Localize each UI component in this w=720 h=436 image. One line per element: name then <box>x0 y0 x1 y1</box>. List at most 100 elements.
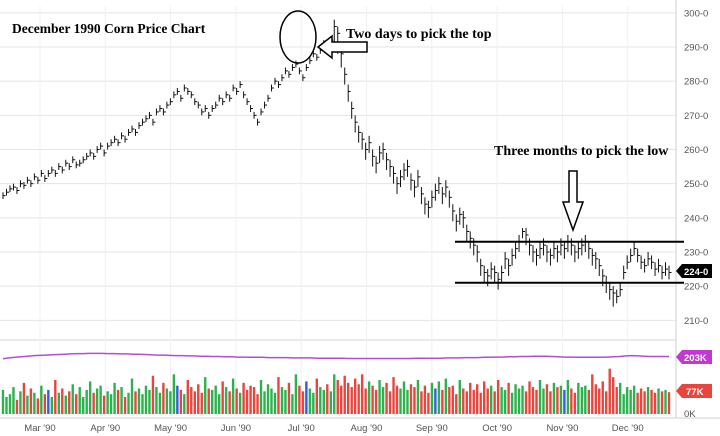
volume-bar <box>151 375 155 414</box>
date-tick-label: Apr '90 <box>90 423 120 434</box>
date-tick-label: Sep '90 <box>416 423 448 434</box>
volume-bar <box>357 384 360 414</box>
volume-bar <box>479 392 482 414</box>
volume-bar <box>68 391 71 414</box>
volume-bar <box>176 385 179 414</box>
volume-bar <box>8 394 12 414</box>
volume-bar <box>437 381 441 414</box>
volume-bar <box>305 381 308 414</box>
volume-bar <box>102 395 106 414</box>
date-tick-label: May '90 <box>154 423 187 434</box>
volume-bar <box>507 382 510 414</box>
volume-bar <box>298 385 301 414</box>
volume-bar <box>235 388 238 414</box>
price-tick-label: 290-0 <box>684 43 708 54</box>
volume-bar <box>179 389 183 414</box>
volume-bar <box>364 388 367 414</box>
svg-text:77K: 77K <box>686 387 704 398</box>
volume-bar <box>517 388 521 414</box>
volume-bar <box>75 394 78 414</box>
volume-bar <box>207 388 210 414</box>
volume-bar <box>92 392 95 414</box>
volume-bar <box>577 382 580 414</box>
volume-bar <box>61 388 64 414</box>
volume-bar <box>524 391 528 414</box>
volume-bar <box>503 389 507 414</box>
volume-bar <box>625 387 629 414</box>
volume-bar <box>5 397 8 414</box>
volume-moving-average-line <box>2 352 669 360</box>
chart-title: December 1990 Corn Price Chart <box>12 21 206 36</box>
volume-bar <box>193 391 196 414</box>
volume-bar <box>172 374 176 414</box>
volume-tick-label: 0K <box>684 409 696 420</box>
volume-bar <box>639 388 643 414</box>
volume-bar <box>43 394 47 414</box>
volume-bar <box>465 391 468 414</box>
volume-bar <box>1 389 5 414</box>
volume-bar <box>556 387 559 414</box>
volume-bar <box>632 385 636 414</box>
volume-bar <box>430 382 434 414</box>
volume-bar <box>591 374 594 414</box>
volume-bar <box>15 399 19 414</box>
volume-bar <box>50 397 54 414</box>
volume-bar <box>252 387 256 414</box>
price-tick-label: 240-0 <box>684 213 708 224</box>
volume-bar <box>402 381 406 414</box>
volume-bar <box>120 387 123 414</box>
top-arrow-icon <box>316 34 368 60</box>
volume-bar <box>190 387 193 414</box>
volume-bar <box>444 378 448 414</box>
volume-bar <box>88 381 92 414</box>
volume-bar <box>204 377 207 414</box>
volume-bar <box>580 387 584 414</box>
volume-bar <box>155 387 158 414</box>
volume-bar <box>605 391 608 414</box>
date-tick-label: Dec '90 <box>612 423 644 434</box>
volume-bar <box>291 394 294 414</box>
support-resistance-lines <box>455 240 684 284</box>
volume-axis-ticks: 0K <box>684 409 696 420</box>
volume-bar <box>598 388 601 414</box>
volume-bar <box>395 385 399 414</box>
volume-bar <box>413 387 416 414</box>
volume-bar <box>162 382 165 414</box>
price-tick-label: 220-0 <box>684 282 708 293</box>
volume-bar <box>329 391 332 414</box>
volume-bar <box>434 388 437 414</box>
volume-bar <box>312 392 315 414</box>
volume-bar <box>40 385 43 414</box>
volume-bar <box>315 378 319 414</box>
volume-bar <box>646 387 650 414</box>
volume-bar <box>448 387 451 414</box>
volume-bar <box>33 392 36 414</box>
volume-bar <box>521 385 524 414</box>
volume-bar <box>221 381 224 414</box>
annotation-low: Three months to pick the low <box>494 144 669 159</box>
price-axis-ticks: 300-0 290-0 280-0 270-0 260-0 250-0 240-0 230-0… <box>684 8 708 327</box>
volume-bar <box>566 380 570 414</box>
volume-bar <box>496 380 500 414</box>
volume-bar <box>469 382 472 414</box>
volume-bar <box>552 382 556 414</box>
volume-bar <box>489 385 493 414</box>
volume-bar <box>406 389 409 414</box>
volume-bar <box>615 387 618 414</box>
volume-bar <box>399 388 402 414</box>
volume-bar <box>618 382 622 414</box>
volume-bar <box>353 378 357 414</box>
volume-bar <box>200 392 203 414</box>
volume-bar <box>36 398 40 414</box>
volume-bar <box>549 391 552 414</box>
volume-bar <box>134 391 137 414</box>
volume-bar <box>116 389 120 414</box>
volume-bar <box>141 394 144 414</box>
volume-bar <box>169 391 172 414</box>
date-tick-label: Aug '90 <box>351 423 383 434</box>
volume-bar <box>148 389 151 414</box>
volume-bar <box>217 394 221 414</box>
volume-bar <box>500 387 503 414</box>
svg-text:224-0: 224-0 <box>684 267 708 278</box>
volume-bar <box>350 387 353 414</box>
